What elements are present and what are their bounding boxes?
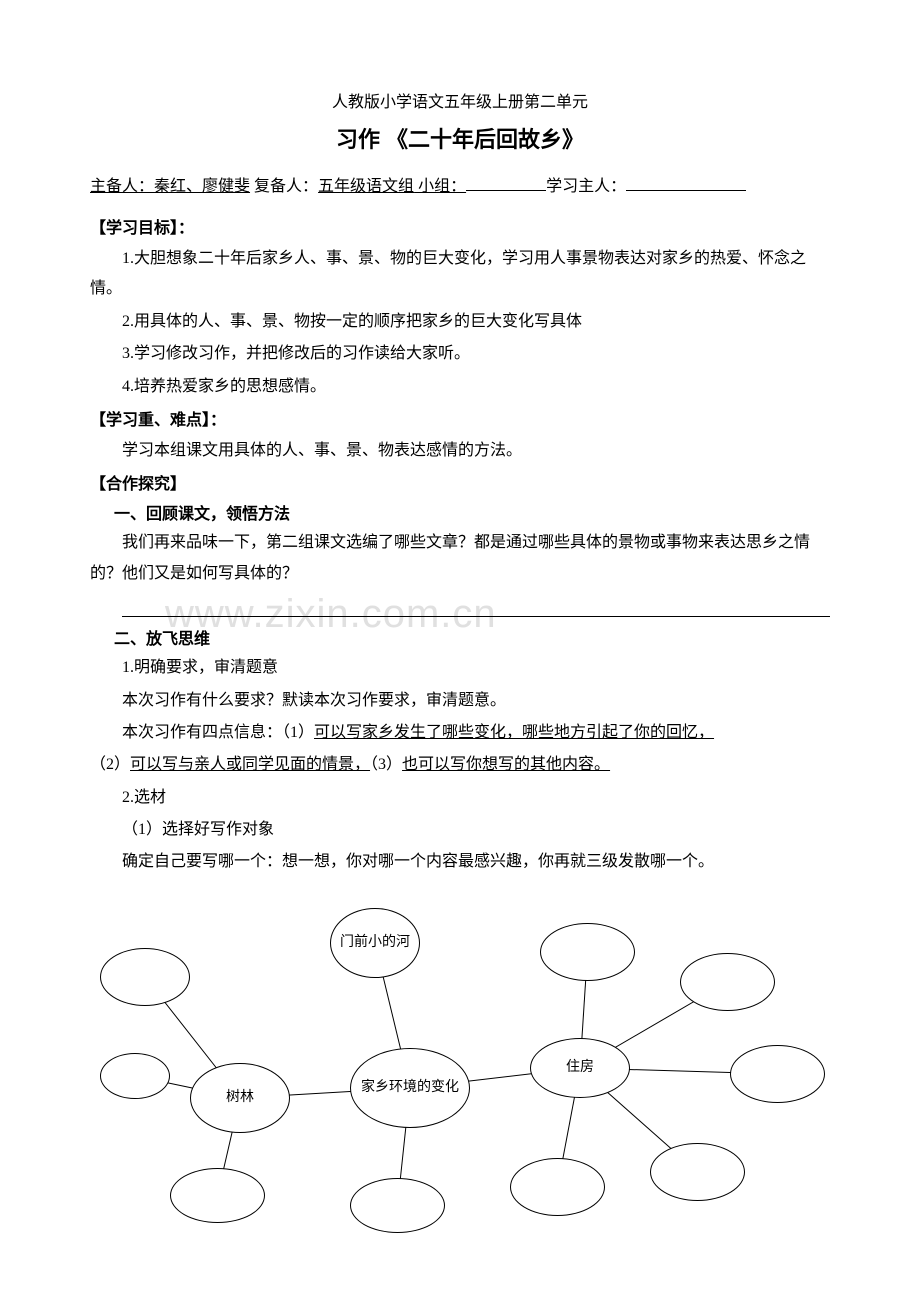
goal-item-2: 2.用具体的人、事、景、物按一定的顺序把家乡的巨大变化写具体	[90, 307, 830, 337]
explore-p2: 本次习作有什么要求？默读本次习作要求，审清题意。	[90, 686, 830, 716]
node-b7	[730, 1045, 825, 1103]
credit-group-label: 小组：	[414, 178, 466, 195]
explore-p3: 本次习作有四点信息：（1）可以写家乡发生了哪些变化，哪些地方引起了你的回忆，	[90, 718, 830, 748]
credit-owner-blank[interactable]	[626, 190, 746, 191]
node-b9	[510, 1158, 605, 1216]
credit-line: 主备人：秦红、廖健斐 复备人：五年级语文组 小组： 学习主人：	[90, 172, 830, 196]
node-center: 家乡环境的变化	[350, 1048, 470, 1128]
node-b2	[100, 1053, 170, 1099]
credit-owner-label: 学习主人：	[546, 178, 626, 195]
credit-main-author-names: 秦红、廖健斐	[154, 178, 250, 195]
node-b5	[540, 923, 635, 981]
node-river: 门前小的河	[330, 908, 420, 978]
node-b3	[170, 1168, 265, 1223]
section-goals-head: 【学习目标】：	[90, 214, 830, 238]
node-forest: 树林	[190, 1063, 290, 1133]
p3-u2: 可以写与亲人或同学见面的情景，	[130, 756, 370, 773]
p3-prefix: 本次习作有四点信息：（1）	[122, 724, 314, 741]
document-content: 人教版小学语文五年级上册第二单元 习作 《二十年后回故乡》 主备人：秦红、廖健斐…	[90, 88, 830, 1248]
explore-p3-line2: （2）可以写与亲人或同学见面的情景，（3）也可以写你想写的其他内容。	[90, 750, 830, 780]
explore-sub1: 一、回顾课文，领悟方法	[90, 500, 830, 524]
node-b6	[680, 953, 775, 1011]
explore-p4: 2.选材	[90, 783, 830, 813]
p3-e: （3）	[370, 756, 402, 773]
explore-sub2: 二、放飞思维	[90, 625, 830, 649]
page-title: 习作 《二十年后回故乡》	[90, 122, 830, 154]
explore-p1: 1.明确要求，审清题意	[90, 653, 830, 683]
credit-co-author-names: 五年级语文组	[318, 178, 414, 195]
credit-main-author-label: 主备人：	[90, 178, 154, 195]
header-line: 人教版小学语文五年级上册第二单元	[90, 88, 830, 112]
explore-p6: 确定自己要写哪一个：想一想，你对哪一个内容最感兴趣，你再就三级发散哪一个。	[90, 847, 830, 877]
focus-text: 学习本组课文用具体的人、事、景、物表达感情的方法。	[90, 436, 830, 466]
node-b1	[100, 948, 190, 1006]
section-focus-head: 【学习重、难点】：	[90, 406, 830, 430]
node-b8	[650, 1143, 745, 1201]
explore-p5: （1）选择好写作对象	[90, 815, 830, 845]
section-explore-head: 【合作探究】	[90, 470, 830, 494]
explore-text1: 我们再来品味一下，第二组课文选编了哪些文章？都是通过哪些具体的景物或事物来表达思…	[90, 528, 830, 589]
p3-c: （2）	[90, 756, 130, 773]
credit-co-author-label: 复备人：	[250, 178, 318, 195]
node-house: 住房	[530, 1038, 630, 1098]
goal-item-1: 1.大胆想象二十年后家乡人、事、景、物的巨大变化，学习用人事景物表达对家乡的热爱…	[90, 244, 830, 305]
p3-u3: 也可以写你想写的其他内容。	[402, 756, 610, 773]
p3-u1: 可以写家乡发生了哪些变化，哪些地方引起了你的回忆，	[314, 724, 714, 741]
fill-line-1[interactable]	[122, 593, 830, 617]
credit-group-blank[interactable]	[466, 190, 546, 191]
mindmap-diagram: 家乡环境的变化 门前小的河树林 住房	[90, 888, 830, 1248]
node-b4	[350, 1178, 445, 1233]
goal-item-3: 3.学习修改习作，并把修改后的习作读给大家听。	[90, 339, 830, 369]
goal-item-4: 4.培养热爱家乡的思想感情。	[90, 372, 830, 402]
